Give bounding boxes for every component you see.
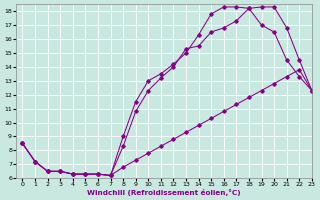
X-axis label: Windchill (Refroidissement éolien,°C): Windchill (Refroidissement éolien,°C) — [87, 189, 241, 196]
